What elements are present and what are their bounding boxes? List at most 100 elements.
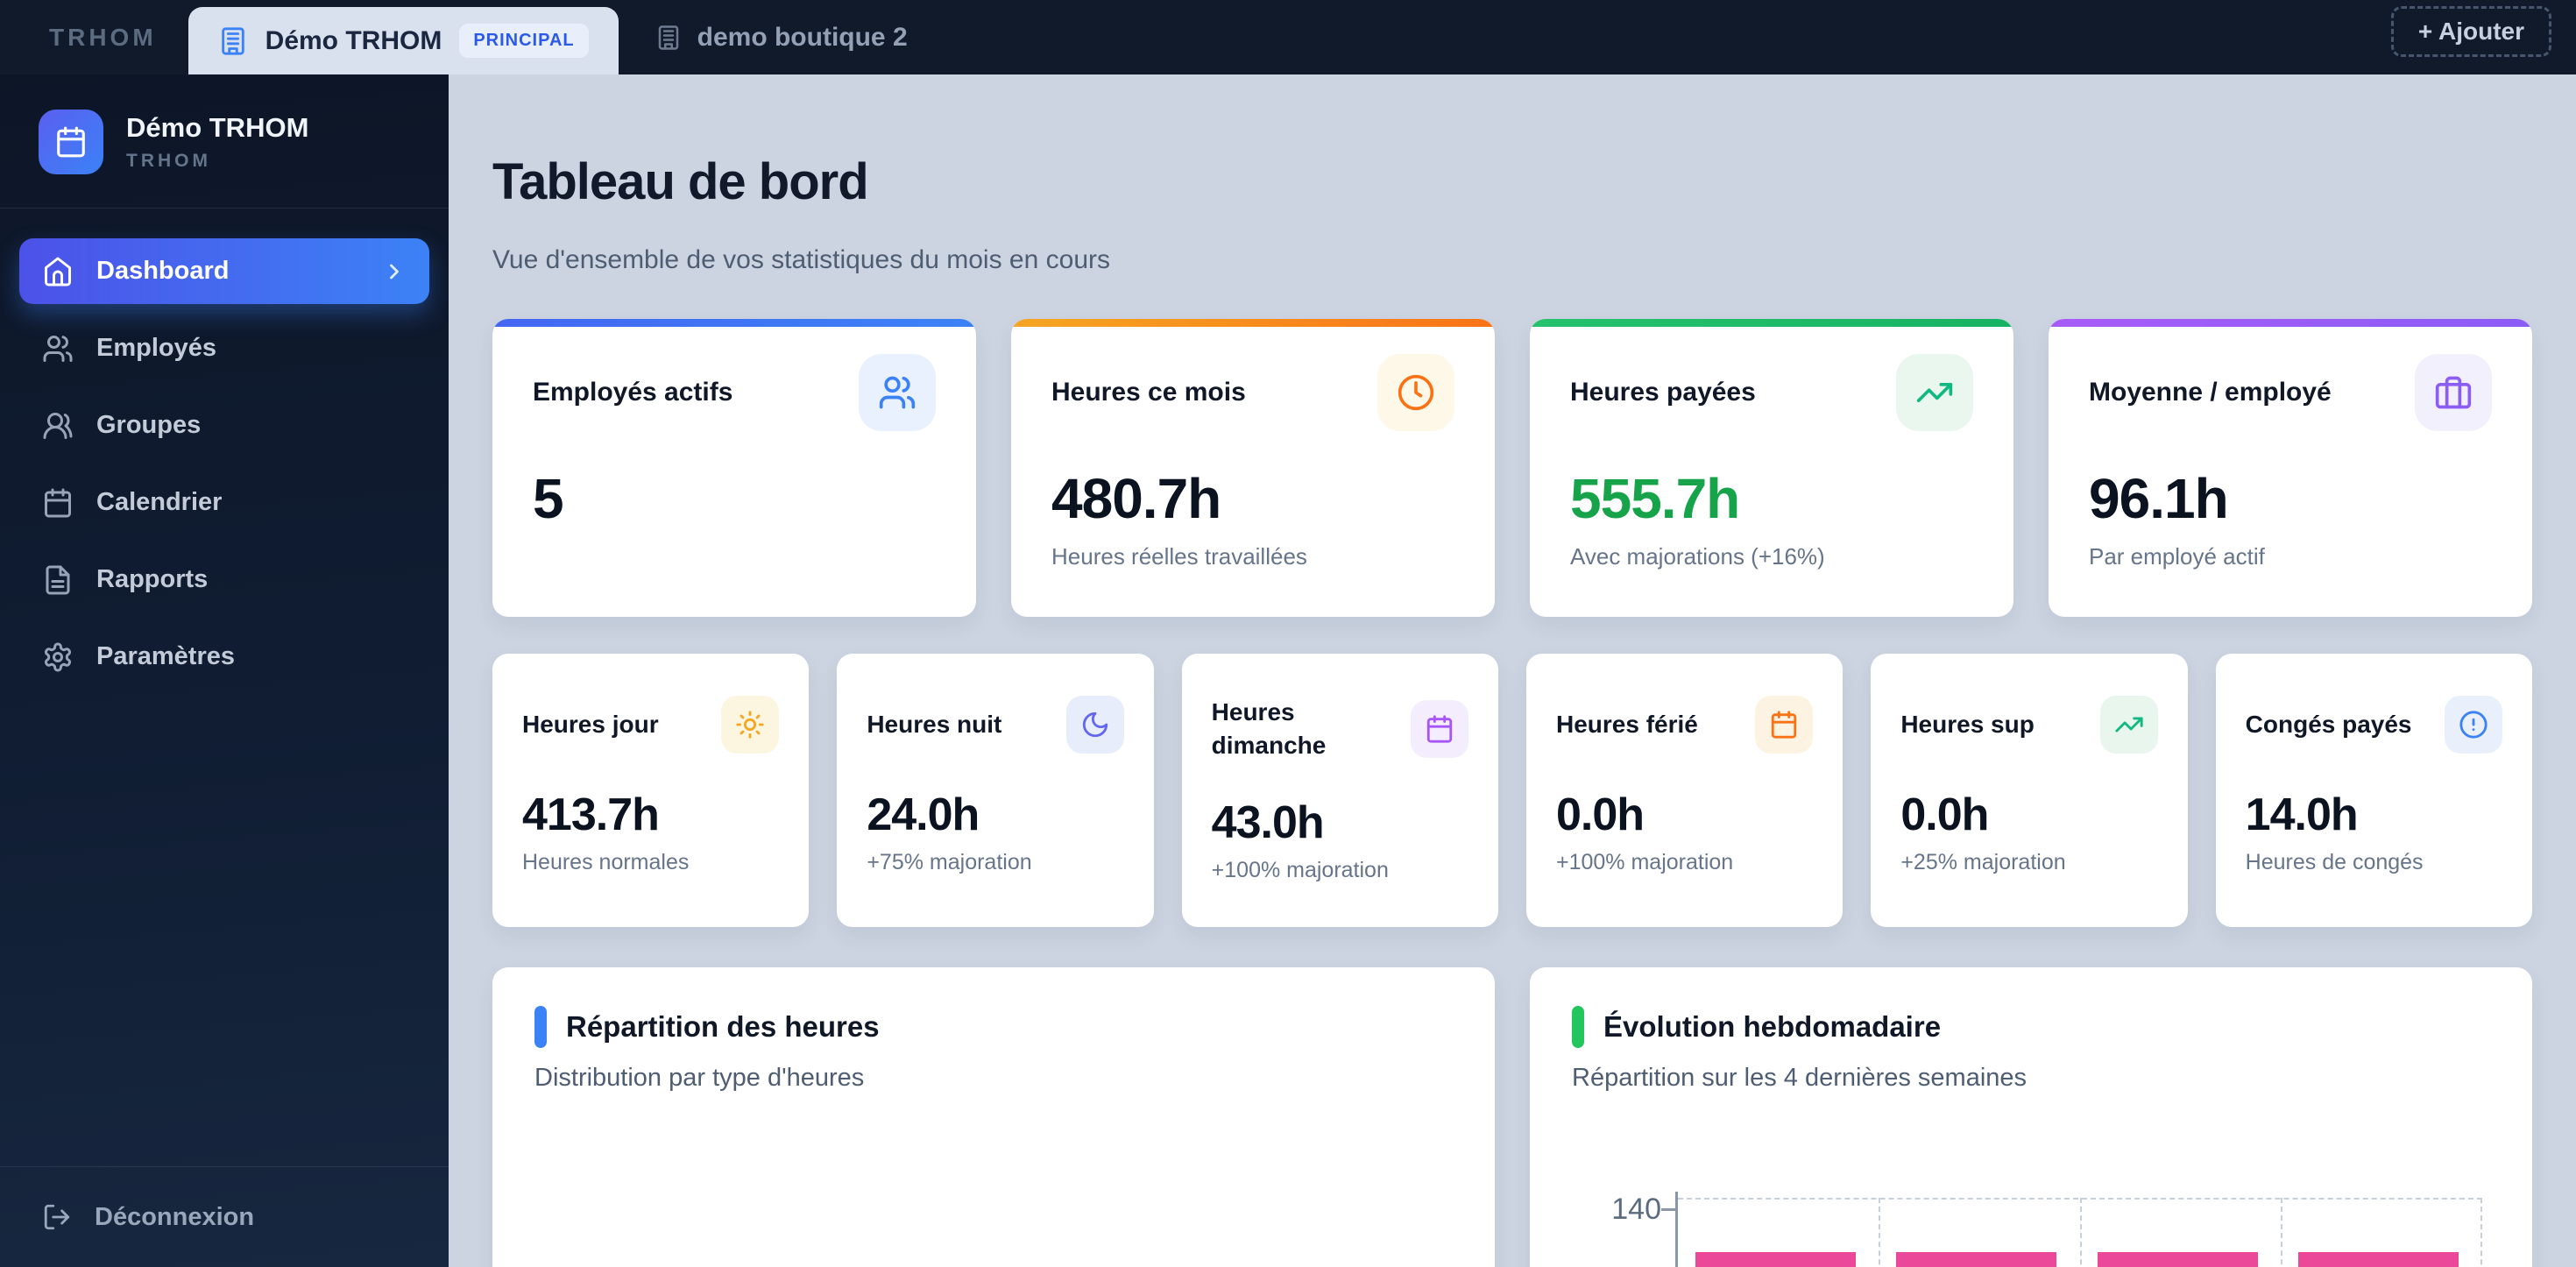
gridline: [2281, 1197, 2282, 1267]
principal-badge: PRINCIPAL: [459, 24, 589, 58]
chart-title: Répartition des heures: [566, 1009, 880, 1043]
bar-segment: [1896, 1251, 2056, 1267]
shop-tab-demo-boutique-2[interactable]: demo boutique 2: [619, 0, 945, 74]
shop-tab-demo-trhom[interactable]: Démo TRHOM PRINCIPAL: [188, 7, 619, 74]
stat-card-subtitle: Avec majorations (+16%): [1570, 542, 1825, 570]
trending-up-icon: [2099, 695, 2158, 754]
stat-card-subtitle: Heures réelles travaillées: [1051, 542, 1307, 570]
sidebar-nav: Dashboard Employés Groupes: [0, 209, 449, 1166]
mini-card-heures-dimanche: Heures dimanche 43.0h +100% majoration: [1181, 653, 1498, 927]
stat-card-title: Employés actifs: [533, 377, 733, 407]
mini-card-heures-sup: Heures sup 0.0h +25% majoration: [1871, 653, 2188, 927]
workspace-header: Démo TRHOM TRHOM: [0, 74, 449, 209]
charts-row: Répartition des heures Distribution par …: [492, 966, 2532, 1267]
home-icon: [42, 256, 74, 287]
sidebar-item-dashboard[interactable]: Dashboard: [19, 238, 429, 304]
file-text-icon: [42, 564, 74, 596]
bar-segment: [2298, 1251, 2459, 1267]
stat-card-value: 480.7h: [1051, 466, 1221, 530]
card-accent-bar: [1530, 318, 2013, 327]
gridline: [2480, 1197, 2482, 1267]
workspace-org: TRHOM: [126, 151, 211, 171]
y-axis-tick: [1661, 1207, 1675, 1211]
chart-accent-pill: [534, 1005, 547, 1048]
stacked-bar: [1695, 1251, 1856, 1267]
mini-card-heures-nuit: Heures nuit 24.0h +75% majoration: [837, 653, 1154, 927]
page-title: Tableau de bord: [492, 152, 869, 210]
stat-cards-row: Employés actifs 5 Heures ce mois 480.7h: [492, 318, 2532, 617]
stat-card-moyenne-employe: Moyenne / employé 96.1h Par employé acti…: [2049, 318, 2532, 617]
bar-segment: [2098, 1251, 2258, 1267]
mini-card-heures-ferie: Heures férié 0.0h +100% majoration: [1526, 653, 1844, 927]
logout-label: Déconnexion: [95, 1202, 255, 1231]
mini-card-value: 14.0h: [2245, 789, 2359, 840]
sidebar: Démo TRHOM TRHOM Dashboard Employés: [0, 74, 449, 1267]
mini-card-subtitle: +75% majoration: [867, 849, 1032, 874]
user-group-icon: [42, 410, 74, 442]
mini-card-value: 413.7h: [522, 789, 660, 840]
stacked-bar: [2298, 1251, 2459, 1267]
card-accent-bar: [2049, 318, 2532, 327]
stat-card-heures-payees: Heures payées 555.7h Avec majorations (+…: [1530, 318, 2013, 617]
sidebar-item-label: Rapports: [96, 565, 209, 593]
mini-card-heures-jour: Heures jour 413.7h Heures normales: [492, 653, 810, 927]
stacked-bar: [1896, 1251, 2056, 1267]
calendar-icon: [42, 487, 74, 519]
mini-card-subtitle: Heures normales: [522, 849, 690, 874]
mini-cards-row: Heures jour 413.7h Heures normales Heure…: [492, 653, 2532, 927]
mini-card-subtitle: +100% majoration: [1556, 849, 1734, 874]
sidebar-item-label: Groupes: [96, 411, 202, 439]
trending-up-icon: [1896, 353, 1973, 431]
sidebar-item-label: Paramètres: [96, 642, 235, 670]
stacked-bar: [2098, 1251, 2258, 1267]
chart-subtitle: Distribution par type d'heures: [534, 1063, 865, 1092]
add-shop-button[interactable]: + Ajouter: [2390, 5, 2551, 57]
users-icon: [42, 333, 74, 365]
stat-card-value: 96.1h: [2089, 466, 2229, 530]
stat-card-value: 5: [533, 466, 564, 530]
sidebar-item-groupes[interactable]: Groupes: [19, 393, 429, 458]
stat-card-title: Moyenne / employé: [2089, 377, 2332, 407]
sidebar-item-calendrier[interactable]: Calendrier: [19, 470, 429, 535]
mini-card-value: 43.0h: [1211, 797, 1325, 849]
chart-accent-pill: [1572, 1005, 1584, 1048]
stat-card-employes-actifs: Employés actifs 5: [492, 318, 976, 617]
bar-chart-card: Évolution hebdomadaire Répartition sur l…: [1530, 966, 2532, 1267]
bar-segment: [1695, 1251, 1856, 1267]
stat-card-subtitle: Par employé actif: [2089, 542, 2265, 570]
briefcase-icon: [2415, 353, 2492, 431]
calendar-icon: [1755, 695, 1814, 754]
sidebar-item-employes[interactable]: Employés: [19, 315, 429, 381]
mini-card-subtitle: +100% majoration: [1211, 858, 1389, 883]
sidebar-item-label: Employés: [96, 334, 216, 362]
stat-card-title: Heures ce mois: [1051, 377, 1246, 407]
gridline: [2080, 1197, 2082, 1267]
workspace-name: Démo TRHOM: [126, 112, 309, 143]
topbar: TRHOM Démo TRHOM PRINCIPAL demo boutique…: [0, 0, 2576, 74]
card-accent-bar: [492, 318, 976, 327]
workspace-text: Démo TRHOM TRHOM: [126, 112, 308, 172]
chart-subtitle: Répartition sur les 4 dernières semaines: [1572, 1063, 2028, 1092]
mini-card-title: Heures jour: [522, 710, 659, 738]
alert-circle-icon: [2445, 695, 2502, 754]
sidebar-footer: Déconnexion: [0, 1166, 449, 1267]
logout-button[interactable]: Déconnexion: [42, 1202, 407, 1232]
mini-card-value: 24.0h: [867, 789, 980, 840]
mini-card-title: Heures férié: [1556, 710, 1698, 738]
sidebar-item-rapports[interactable]: Rapports: [19, 547, 429, 612]
sidebar-item-label: Calendrier: [96, 488, 223, 516]
page-subtitle: Vue d'ensemble de vos statistiques du mo…: [492, 244, 1110, 274]
tab-label: demo boutique 2: [697, 22, 908, 52]
workspace-calendar-icon: [39, 110, 103, 174]
stat-card-value: 555.7h: [1570, 466, 1740, 530]
sidebar-item-parametres[interactable]: Paramètres: [19, 624, 429, 690]
mini-card-value: 0.0h: [1900, 789, 1989, 840]
mini-card-value: 0.0h: [1556, 789, 1645, 840]
mini-card-title: Congés payés: [2245, 710, 2412, 738]
mini-card-title: Heures nuit: [867, 710, 1002, 738]
logout-icon: [42, 1202, 72, 1232]
users-icon: [859, 353, 936, 431]
stat-card-heures-ce-mois: Heures ce mois 480.7h Heures réelles tra…: [1011, 318, 1495, 617]
chart-title: Évolution hebdomadaire: [1603, 1009, 1942, 1043]
